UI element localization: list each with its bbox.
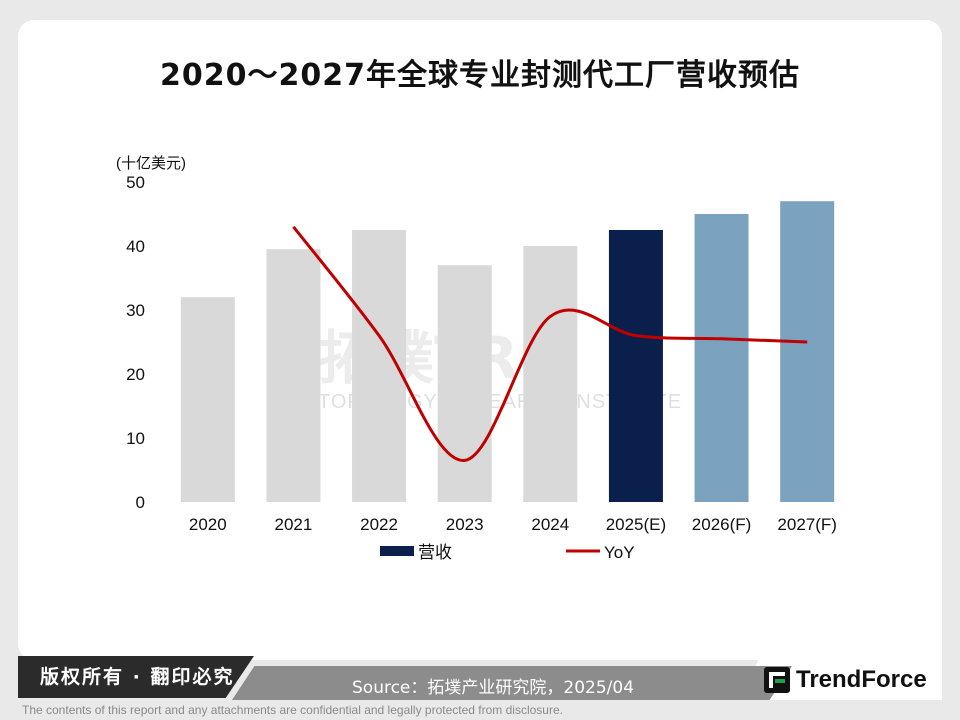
chart-canvas: 拓墣TRI TOPOLOGY RESEARCH INSTITUTE 0 10 20 3… — [126, 173, 837, 562]
x-axis: 2020 2021 2022 2023 2024 2025(E) 2026(F) 2027(F… — [189, 515, 837, 534]
y-axis-unit: (十亿美元) — [116, 155, 186, 172]
source-text: Source：拓墣产业研究院，2025/04 — [352, 678, 635, 698]
trendforce-logo-text: TrendForce — [796, 666, 927, 693]
bar-2020 — [180, 297, 235, 502]
disclaimer: The contents of this report and any atta… — [22, 703, 563, 717]
bar-2021 — [266, 249, 321, 502]
bar-2025(E) — [608, 230, 663, 502]
bar-2027(F) — [780, 201, 835, 502]
x-tick-label: 2022 — [360, 515, 398, 534]
bar-2024 — [523, 246, 578, 502]
y-tick-label: 20 — [126, 365, 145, 384]
yoy-line — [292, 225, 808, 462]
x-tick-label: 2025(E) — [606, 515, 666, 534]
x-tick-label: 2027(F) — [777, 515, 837, 534]
y-axis: 0 10 20 30 40 50 — [126, 173, 145, 512]
y-tick-label: 0 — [136, 493, 145, 512]
y-tick-label: 10 — [126, 429, 145, 448]
chart-title: 2020～2027年全球专业封测代工厂营收预估 — [160, 58, 800, 93]
trendforce-logo-icon — [764, 667, 790, 693]
watermark-en: TOPOLOGY RESEARCH INSTITUTE — [318, 391, 682, 413]
legend-label-yoy: YoY — [604, 543, 635, 562]
y-tick-label: 30 — [126, 301, 145, 320]
x-tick-label: 2020 — [189, 515, 227, 534]
x-tick-label: 2026(F) — [692, 515, 752, 534]
x-tick-label: 2021 — [275, 515, 313, 534]
watermark-cn: 拓墣TRI — [318, 324, 540, 392]
trendforce-logo: TrendForce — [764, 664, 927, 696]
legend-label-revenue: 营收 — [418, 543, 452, 562]
legend: 营收 YoY — [380, 543, 635, 562]
bar-2023 — [437, 265, 492, 502]
footer-source-bar — [232, 666, 792, 700]
y-tick-label: 40 — [126, 237, 145, 256]
bar-series — [180, 201, 835, 502]
legend-swatch-revenue — [380, 546, 414, 556]
bar-2026(F) — [694, 214, 749, 502]
copyright-notice: 版权所有 · 翻印必究 — [18, 656, 254, 698]
y-tick-label: 50 — [126, 173, 145, 192]
x-tick-label: 2023 — [446, 515, 484, 534]
yoy-series — [292, 225, 808, 462]
x-tick-label: 2024 — [531, 515, 569, 534]
